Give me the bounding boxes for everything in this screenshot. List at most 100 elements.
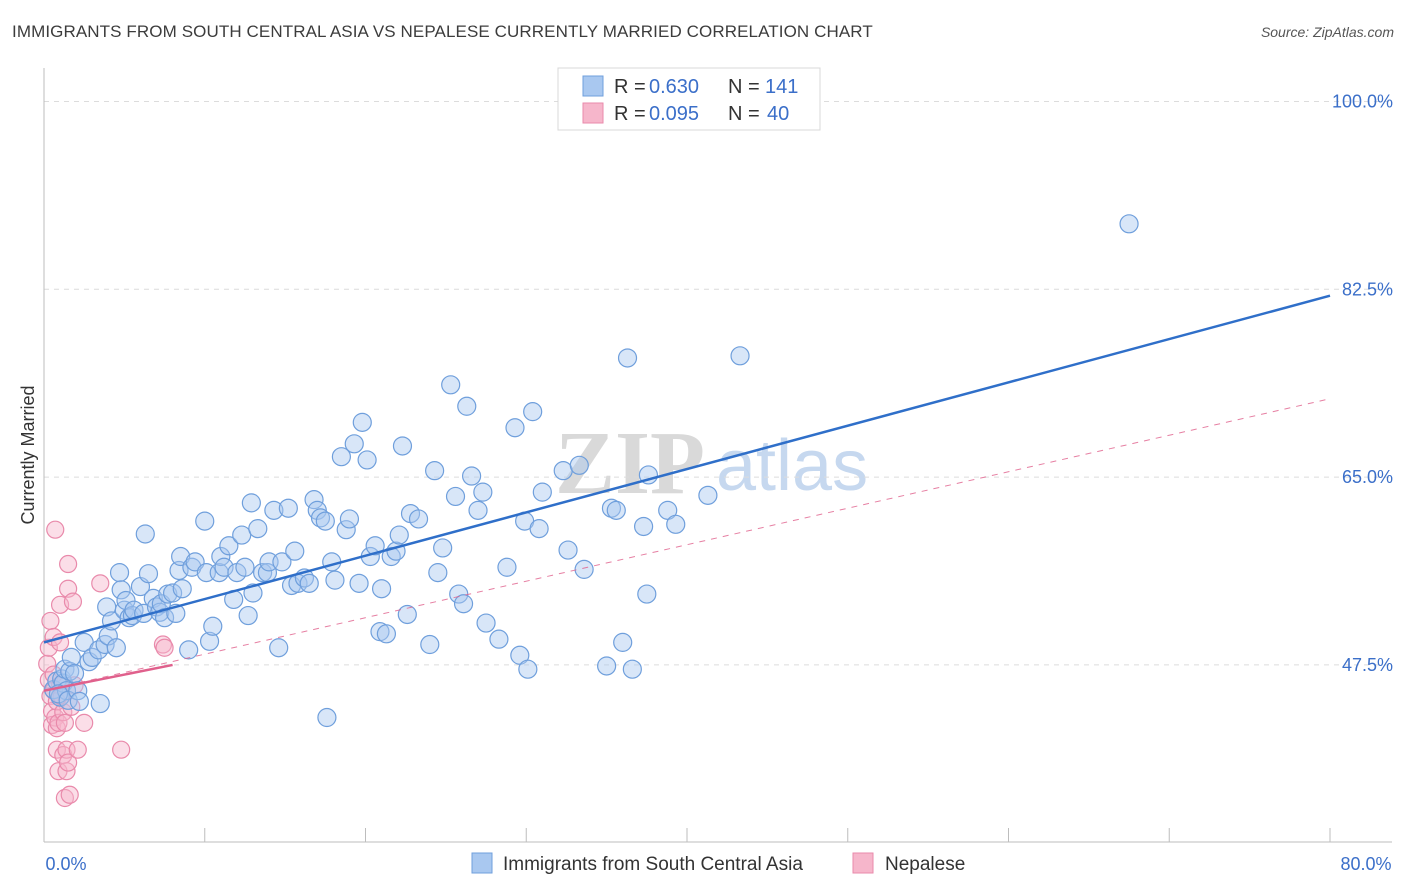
south-central-asia-point	[264, 500, 284, 520]
south-central-asia-point	[61, 647, 81, 668]
nepalese-point	[59, 753, 78, 772]
south-central-asia-point	[179, 640, 199, 660]
south-central-asia-point	[371, 579, 392, 599]
series-legend-blue-swatch	[471, 852, 493, 874]
chart-source: Source: ZipAtlas.com	[1260, 24, 1394, 40]
south-central-asia-point	[518, 659, 538, 679]
south-central-asia-point	[238, 605, 258, 626]
south-central-asia-point	[219, 536, 239, 556]
south-central-asia-point	[1119, 214, 1139, 234]
south-central-asia-point	[574, 559, 594, 579]
south-central-asia-point	[331, 447, 351, 467]
south-central-asia-point	[445, 486, 466, 507]
south-central-asia-point	[349, 573, 369, 593]
south-central-asia-point	[441, 375, 461, 395]
stats-legend-pink-swatch	[582, 102, 604, 124]
south-central-asia-point	[553, 461, 573, 481]
south-central-asia-point	[497, 557, 517, 577]
nepalese-point	[155, 638, 174, 657]
stats-legend-pink-n-label: N =	[728, 103, 760, 125]
stats-legend: R = 0.630 N = 141 R = 0.095 N = 40	[557, 67, 821, 131]
nepalese-point	[49, 713, 68, 732]
south-central-asia-point	[325, 570, 345, 590]
south-central-asia-point	[476, 613, 496, 633]
south-central-asia-point	[529, 519, 549, 539]
south-central-asia-point	[389, 525, 409, 545]
chart-title: IMMIGRANTS FROM SOUTH CENTRAL ASIA VS NE…	[12, 22, 873, 41]
south-central-asia-point	[597, 656, 617, 676]
stats-legend-pink-r-value: 0.095	[649, 103, 699, 125]
south-central-asia-point	[172, 579, 192, 599]
stats-legend-blue-swatch	[582, 75, 604, 97]
south-central-asia-point	[433, 538, 453, 558]
south-central-asia-point	[285, 541, 305, 561]
south-central-asia-point	[182, 557, 202, 577]
south-central-asia-point	[613, 632, 633, 652]
nepalese-point	[46, 520, 65, 539]
south-central-asia-point	[69, 691, 89, 712]
stats-legend-pink-r-label: R =	[614, 103, 646, 125]
south-central-asia-point	[106, 638, 126, 658]
south-central-asia-point	[109, 563, 130, 583]
nepalese-point	[55, 788, 74, 808]
y-tick-label: 47.5%	[1342, 655, 1393, 675]
south-central-asia-point	[235, 557, 255, 577]
series-legend-pink-label: Nepalese	[885, 854, 965, 875]
south-central-asia-point	[558, 540, 578, 560]
x-tick-label-max: 80.0%	[1340, 854, 1391, 874]
y-tick-label: 65.0%	[1342, 467, 1393, 487]
watermark-atlas: atlas	[716, 426, 868, 506]
south-central-asia-point	[211, 546, 231, 567]
nepalese-point	[38, 654, 57, 673]
south-central-asia-point	[505, 418, 525, 438]
nepalese-point	[75, 713, 94, 732]
south-central-asia-point	[532, 482, 552, 502]
nepalese-point	[91, 574, 110, 593]
south-central-asia-points	[44, 214, 1139, 728]
south-central-asia-point	[617, 348, 638, 368]
south-central-asia-point	[352, 412, 372, 432]
south-central-asia-point	[344, 434, 364, 454]
south-central-asia-point	[730, 346, 750, 366]
south-central-asia-point	[111, 580, 131, 600]
watermark: ZIP atlas	[555, 414, 868, 513]
south-central-asia-point	[461, 466, 482, 486]
south-central-asia-point	[336, 520, 356, 540]
south-central-asia-point	[637, 584, 657, 604]
south-central-asia-point	[163, 583, 183, 603]
south-central-asia-point	[601, 498, 622, 518]
nepalese-point	[55, 713, 74, 732]
y-tick-label: 82.5%	[1342, 279, 1393, 299]
y-axis-tick-labels: 47.5% 65.0% 82.5% 100.0%	[1332, 91, 1393, 674]
stats-legend-blue-n-label: N =	[728, 76, 760, 98]
south-central-asia-point	[203, 616, 223, 636]
stats-legend-blue-n-value: 141	[765, 76, 798, 98]
south-central-asia-point	[195, 511, 215, 531]
nepalese-point	[60, 785, 79, 804]
nepalese-point	[153, 635, 173, 654]
nepalese-trend-line-extended	[43, 398, 1331, 692]
south-central-asia-point	[60, 661, 80, 681]
south-central-asia-point	[473, 482, 493, 502]
nepalese-trend-line	[43, 663, 173, 692]
south-central-asia-point	[392, 436, 413, 456]
south-central-asia-point	[425, 461, 445, 481]
south-central-asia-point	[214, 557, 234, 577]
south-central-asia-point	[666, 514, 686, 534]
nepalese-point	[59, 554, 78, 574]
south-central-asia-point	[489, 629, 509, 649]
series-legend: Immigrants from South Central Asia Nepal…	[471, 852, 965, 875]
south-central-asia-point	[135, 524, 155, 544]
south-central-asia-point	[569, 455, 589, 475]
south-central-asia-point	[457, 396, 477, 416]
south-central-asia-point	[269, 638, 289, 658]
south-central-asia-point	[397, 604, 417, 625]
watermark-zip: ZIP	[555, 414, 705, 513]
nepalese-point	[41, 611, 60, 631]
y-axis-title: Currently Married	[18, 385, 38, 524]
south-central-asia-point	[453, 594, 474, 614]
south-central-asia-point	[315, 511, 335, 531]
nepalese-point	[112, 740, 131, 759]
gridlines	[44, 100, 1392, 666]
